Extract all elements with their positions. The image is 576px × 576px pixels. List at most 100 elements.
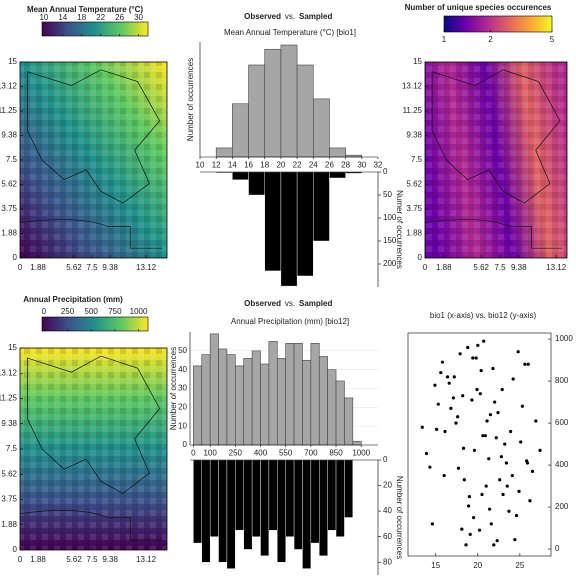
scatter-point xyxy=(456,466,461,470)
legend-observed: Observed xyxy=(244,12,281,21)
colorbar-tick-label: 10 xyxy=(39,13,48,22)
colorbar-tick-label: 1000 xyxy=(130,307,148,316)
scatter-point xyxy=(449,406,453,410)
x-tick-label: 1000 xyxy=(352,449,370,458)
scatter-point xyxy=(439,371,443,375)
scatter-point xyxy=(507,509,511,513)
sampled-bar xyxy=(218,459,228,563)
colorbar-tick-label: 22 xyxy=(96,13,105,22)
scatter-point xyxy=(498,478,502,482)
observed-bar xyxy=(260,363,270,446)
coast-outline xyxy=(424,219,562,249)
y-tick-label: 800 xyxy=(555,376,569,385)
map-texture xyxy=(20,348,167,550)
x-tick-label: 1.88 xyxy=(30,555,46,564)
y-axis-label: Number of occurrences xyxy=(186,58,195,141)
observed-bar xyxy=(344,397,354,446)
x-tick-label: 30 xyxy=(357,161,366,170)
scatter-point xyxy=(451,396,456,400)
x-tick-label: 1.88 xyxy=(436,263,452,272)
scatter-point xyxy=(445,375,450,379)
x-tick-label: 22 xyxy=(293,161,302,170)
sampled-bar xyxy=(201,459,211,563)
observed-bar xyxy=(232,103,249,158)
observed-bar xyxy=(218,348,228,446)
x-tick-label: 25 xyxy=(515,561,524,570)
observed-bar xyxy=(310,342,320,446)
border-outline xyxy=(431,69,561,204)
colorbar xyxy=(41,316,149,332)
y2-tick-label: 150 xyxy=(383,236,397,245)
scatter-point xyxy=(468,532,472,536)
y-tick-label: 10 xyxy=(178,421,187,430)
sampled-bar xyxy=(319,459,328,557)
sampled-bar xyxy=(209,459,219,537)
x-tick-label: 7.5 xyxy=(86,263,98,272)
x-tick-label: 13.12 xyxy=(136,555,157,564)
x-tick-label: 400 xyxy=(254,449,268,458)
scatter-point xyxy=(511,377,515,381)
colorbar-tick-label: 30 xyxy=(134,13,143,22)
y2-tick-label: 50 xyxy=(383,190,392,199)
colorbar-tick-label: 26 xyxy=(115,13,124,22)
map-title: Number of unique species occurences xyxy=(405,3,552,12)
coast-outline xyxy=(19,219,162,249)
y-tick-label: 13.12 xyxy=(402,82,423,91)
colorbar-tick-label: 1 xyxy=(442,35,447,44)
scatter-point xyxy=(454,421,458,425)
colorbar-tick-label: 14 xyxy=(58,13,67,22)
scatter-point xyxy=(474,356,478,360)
y-tick-label: 400 xyxy=(555,460,569,469)
map-texture xyxy=(20,62,167,258)
legend-observed: Observed xyxy=(244,299,281,308)
x-tick-label: 26 xyxy=(325,161,334,170)
observed-bar xyxy=(243,358,253,446)
scatter-point xyxy=(435,427,439,431)
colorbar-tick-label: 18 xyxy=(77,13,86,22)
y-tick-label: 13.12 xyxy=(0,368,18,377)
x-tick-label: 16 xyxy=(244,161,253,170)
x-tick-label: 7.5 xyxy=(494,263,506,272)
y-tick-label: 5.62 xyxy=(1,469,17,478)
scatter-point xyxy=(443,429,447,434)
sampled-bar xyxy=(296,171,314,277)
scatter-point xyxy=(470,398,474,402)
x-tick-label: 9.38 xyxy=(511,263,527,272)
x-tick-label: 0 xyxy=(18,263,23,272)
y-tick-label: 1.88 xyxy=(1,520,17,529)
y-tick-label: 0 xyxy=(183,440,188,449)
colorbar-tick-label: 0 xyxy=(42,307,47,316)
scatter-point xyxy=(472,515,476,520)
scatter-point xyxy=(458,352,462,356)
sampled-bar xyxy=(264,171,282,272)
observed-bar xyxy=(268,341,278,446)
colorbar-tick-label: 500 xyxy=(85,307,99,316)
legend-sampled: Sampled xyxy=(299,299,332,308)
scatter-point xyxy=(538,448,542,452)
map-title: Mean Annual Temperature (°C) xyxy=(27,5,143,14)
scatter-point xyxy=(494,436,498,440)
x-tick-label: 7.5 xyxy=(86,555,98,564)
legend-joiner: vs. xyxy=(285,299,295,308)
scatter-point xyxy=(482,339,486,343)
y2-tick-label: 100 xyxy=(383,213,397,222)
y2-tick-label: 200 xyxy=(383,259,397,268)
observed-bar xyxy=(302,359,312,446)
scatter-point xyxy=(466,504,471,508)
sampled-bar xyxy=(277,459,286,563)
scatter-point xyxy=(520,404,525,408)
colorbar xyxy=(443,15,553,33)
scatter-point xyxy=(461,394,465,398)
scatter-point xyxy=(478,392,482,396)
scatter-point xyxy=(528,499,532,503)
scatter-point xyxy=(488,413,493,417)
y-tick-label: 600 xyxy=(555,418,569,427)
y-tick-label: 0 xyxy=(418,253,423,262)
colorbar-tick-label: 250 xyxy=(61,307,75,316)
scatter-point xyxy=(493,400,497,404)
scatter-point xyxy=(530,469,535,473)
y-tick-label: 3.75 xyxy=(1,495,17,504)
scatter-point xyxy=(491,366,495,371)
x-tick-label: 20 xyxy=(473,561,482,570)
scatter-point xyxy=(485,419,489,423)
